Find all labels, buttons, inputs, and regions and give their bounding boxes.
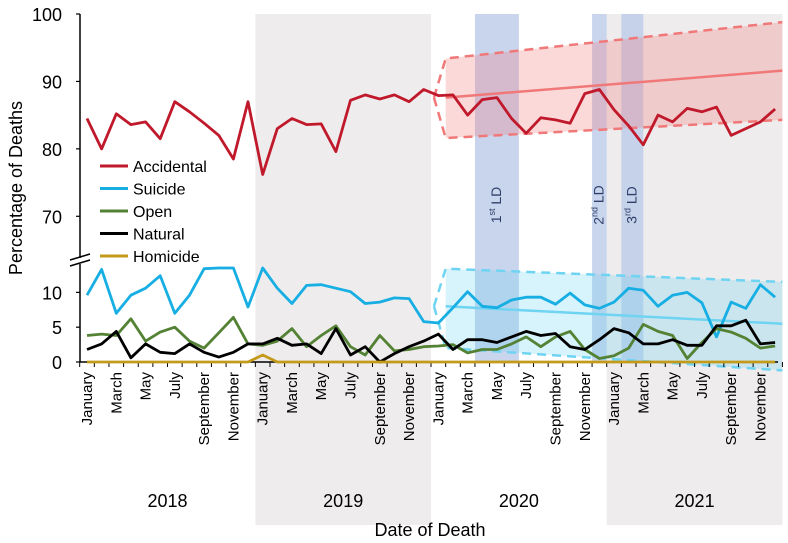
year-label-2018: 2018 — [147, 491, 187, 511]
legend-label-open: Open — [133, 204, 172, 221]
series-line-open — [86, 315, 776, 360]
x-month-label: January — [430, 372, 447, 426]
series-line-accidental — [85, 88, 777, 176]
x-month-label: March — [284, 372, 301, 414]
x-month-label: May — [138, 372, 155, 401]
forecast-mean-1 — [445, 69, 783, 99]
x-month-label: March — [108, 372, 125, 414]
y-tick-label: 0 — [52, 353, 62, 373]
axis-break-mark — [69, 259, 91, 267]
forecast-band-1 — [445, 22, 783, 139]
x-month-label: September — [547, 372, 564, 445]
labels: 2018 2019 2020 2021 Date of Death Percentage … — [6, 101, 715, 540]
series-line-natural — [86, 318, 776, 364]
x-month-label: January — [255, 372, 272, 426]
x-month-label: May — [489, 372, 506, 401]
y-axis-title: Percentage of Deaths — [6, 101, 26, 275]
year-label-2021: 2021 — [675, 491, 715, 511]
x-month-label: July — [694, 372, 711, 399]
lockdown-label-2: 2nd LD — [589, 185, 606, 225]
x-month-label: January — [606, 372, 623, 426]
lockdown-label-3: 3rd LD — [622, 186, 639, 224]
y-tick-label: 80 — [42, 140, 62, 160]
year-label-2019: 2019 — [323, 491, 363, 511]
x-month-label: November — [577, 372, 594, 441]
x-month-label: July — [167, 372, 184, 399]
legend-label-accidental: Accidental — [133, 159, 207, 176]
lockdown-band-1 — [474, 14, 519, 362]
x-month-label: May — [665, 372, 682, 401]
legend: Accidental Suicide Open Natural Homicide — [100, 159, 207, 266]
x-month-label: September — [196, 372, 213, 445]
x-month-label: September — [372, 372, 389, 445]
x-month-label: January — [79, 372, 96, 426]
series-line-suicide — [85, 266, 777, 339]
y-tick-label: 5 — [52, 318, 62, 338]
y-tick-label: 90 — [42, 72, 62, 92]
axis-break-mark — [69, 253, 91, 261]
x-month-label: May — [313, 372, 330, 401]
y-tick-label: 100 — [32, 5, 62, 25]
series-line-homicide — [87, 353, 776, 364]
x-month-label: March — [460, 372, 477, 414]
legend-label-suicide: Suicide — [133, 182, 186, 199]
forecast-mean-2 — [445, 305, 783, 325]
x-month-label: November — [401, 372, 418, 441]
x-month-label: November — [225, 372, 242, 441]
year-shade-2019 — [255, 14, 432, 525]
legend-label-natural: Natural — [133, 227, 185, 244]
y-tick-label: 70 — [42, 207, 62, 227]
legend-label-homicide: Homicide — [133, 249, 200, 266]
x-month-label: September — [723, 372, 740, 445]
lockdown-label-1: 1st LD — [487, 187, 504, 224]
series-lines — [85, 88, 777, 364]
x-month-label: July — [343, 372, 360, 399]
y-tick-label: 10 — [42, 283, 62, 303]
x-month-label: July — [518, 372, 535, 399]
x-month-label: November — [752, 372, 769, 441]
year-label-2020: 2020 — [499, 491, 539, 511]
x-month-label: March — [635, 372, 652, 414]
x-axis-title: Date of Death — [374, 520, 485, 540]
